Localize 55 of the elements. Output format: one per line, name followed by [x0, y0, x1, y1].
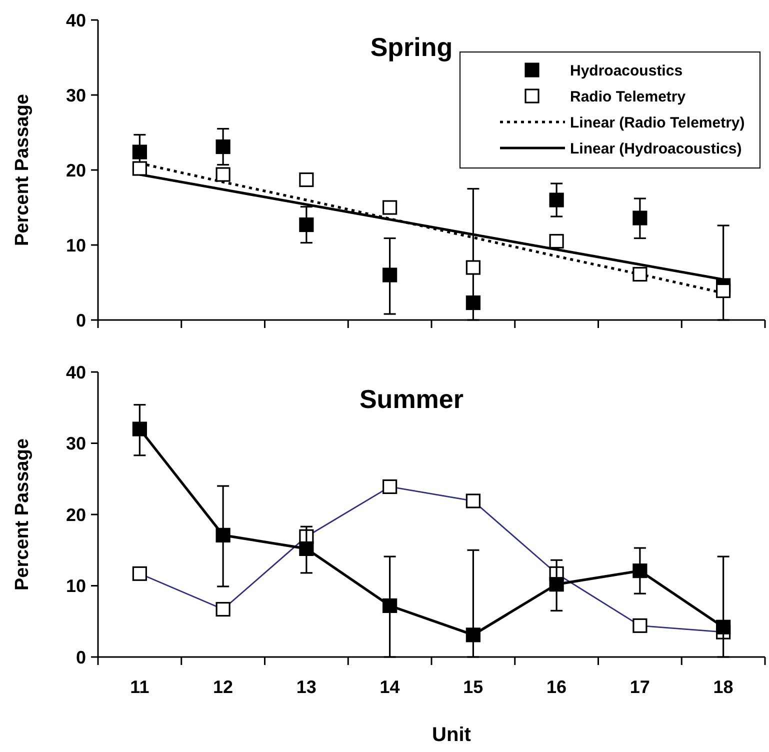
point	[549, 234, 564, 249]
point	[632, 618, 648, 633]
point	[132, 144, 147, 160]
point	[216, 139, 230, 154]
x-tick-label: 18	[713, 677, 734, 697]
point	[132, 161, 147, 176]
text: Spring	[370, 32, 453, 62]
y-tick-label: 20	[66, 160, 86, 180]
y-tick-label: 10	[66, 235, 86, 256]
y-tick-label: 10	[66, 576, 86, 596]
y-axis-title: Percent Passage	[12, 94, 33, 246]
x-tick-label: 14	[380, 677, 400, 697]
point	[382, 479, 398, 494]
y-tick-label: 40	[66, 362, 86, 382]
point	[466, 628, 480, 642]
point	[299, 541, 314, 556]
point	[216, 528, 230, 542]
point	[382, 200, 398, 215]
point	[299, 217, 314, 232]
point	[132, 566, 147, 581]
x-tick-label: 13	[296, 677, 316, 697]
y-tick-label: 20	[66, 504, 86, 525]
point	[382, 268, 398, 282]
point	[549, 577, 564, 592]
point	[466, 295, 480, 310]
point	[632, 266, 648, 282]
legend-label: Radio Telemetry	[570, 88, 686, 106]
x-tick-label: 16	[546, 677, 567, 697]
point	[716, 283, 731, 298]
point	[466, 260, 480, 275]
y-tick-label: 30	[66, 434, 86, 454]
text: Summer	[359, 384, 464, 414]
y-tick-label: 0	[76, 647, 86, 668]
point	[549, 192, 564, 208]
legend-label: Linear (Hydroacoustics)	[570, 140, 742, 158]
point	[466, 494, 480, 508]
y-tick-label: 0	[76, 310, 86, 330]
point	[216, 602, 230, 617]
legend-label: Hydroacoustics	[570, 62, 683, 80]
point	[716, 620, 731, 634]
point	[216, 167, 230, 182]
point	[632, 563, 648, 578]
legend-label: Linear (Radio Telemetry)	[570, 114, 745, 132]
point	[632, 210, 648, 226]
point	[382, 598, 398, 613]
point	[132, 422, 147, 436]
x-tick-label: 15	[463, 677, 484, 697]
point	[299, 172, 314, 188]
y-axis-title: Percent Passage	[12, 438, 33, 591]
x-tick-label: 11	[130, 677, 150, 697]
x-tick-label: 12	[213, 677, 234, 697]
y-tick-label: 30	[66, 85, 86, 106]
x-tick-label: 17	[630, 677, 650, 697]
x-axis-title: Unit	[432, 724, 472, 746]
y-tick-label: 40	[66, 10, 86, 30]
